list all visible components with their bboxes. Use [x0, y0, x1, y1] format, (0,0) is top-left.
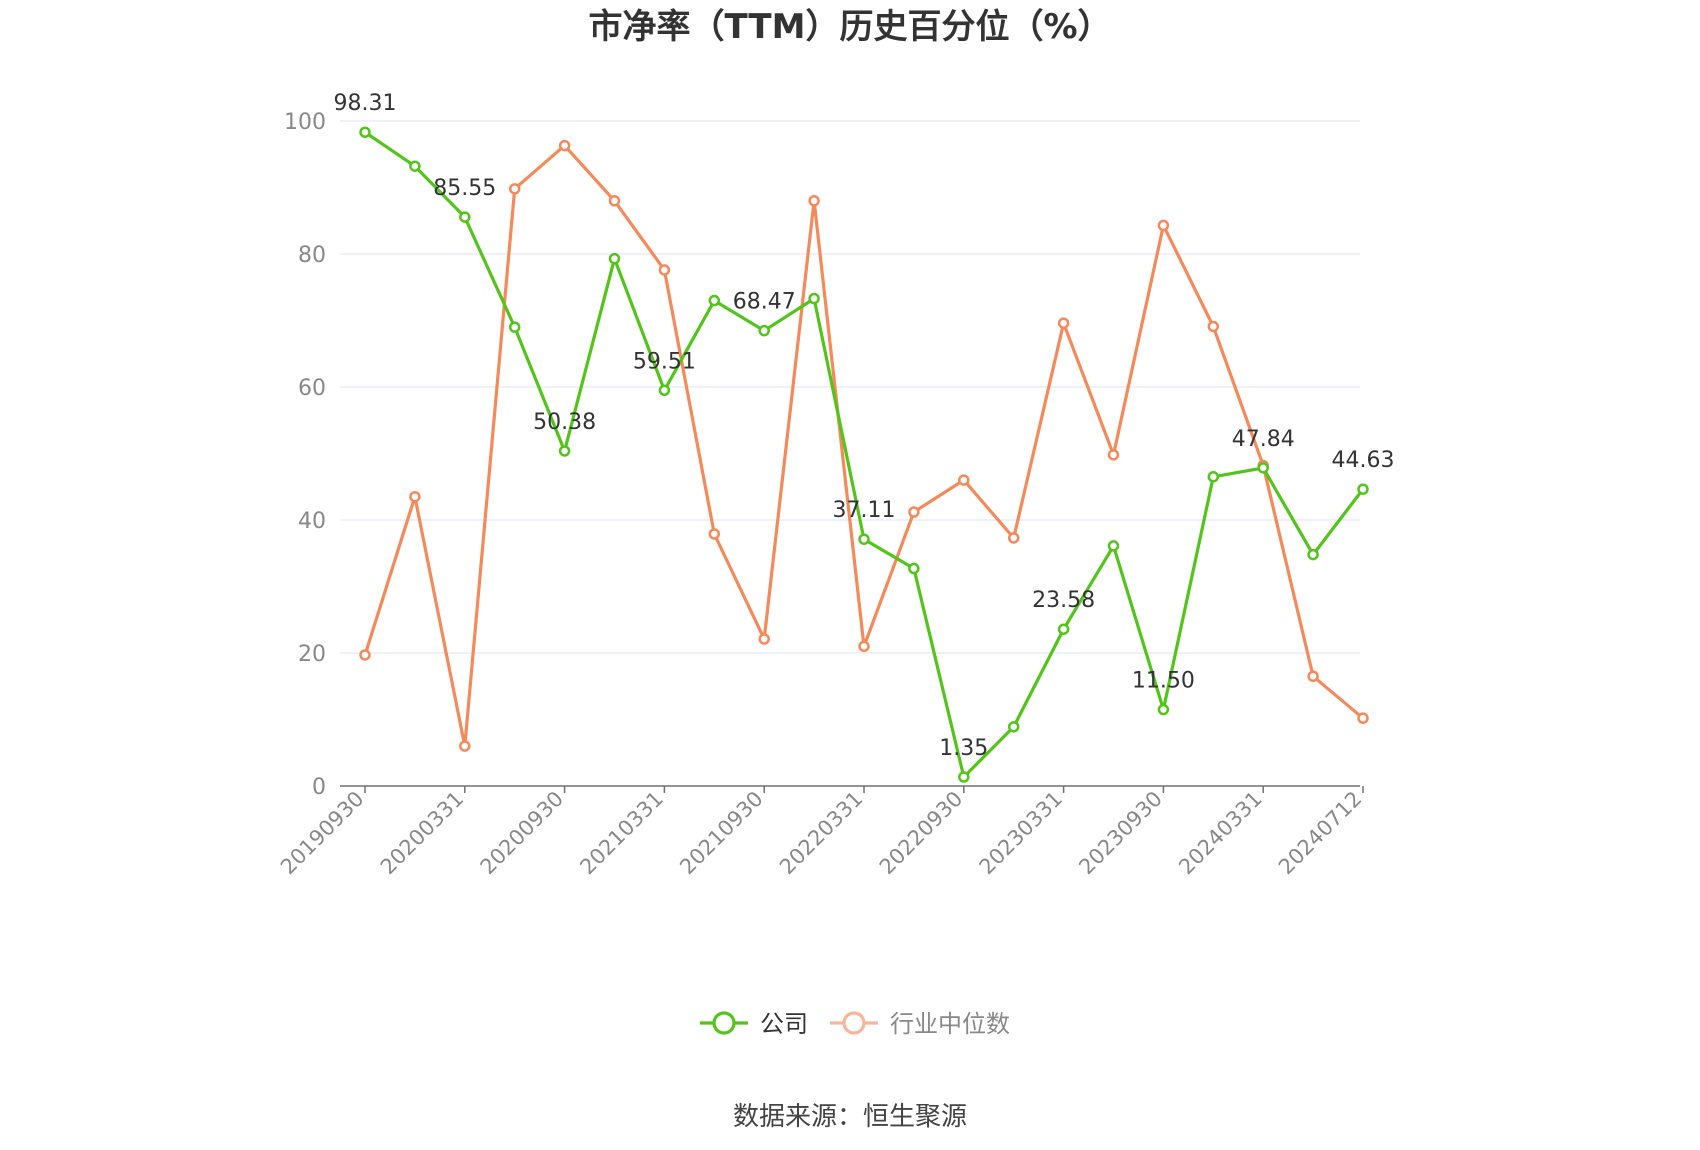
- data-point[interactable]: [508, 183, 521, 195]
- data-point[interactable]: [1107, 540, 1120, 552]
- data-point[interactable]: [1157, 219, 1170, 232]
- data-point[interactable]: [1357, 483, 1369, 495]
- y-tick-label: 0: [312, 775, 326, 800]
- y-tick-label: 100: [284, 110, 326, 135]
- data-point[interactable]: [958, 771, 970, 783]
- data-label: 1.35: [939, 736, 988, 761]
- data-point[interactable]: [409, 160, 421, 172]
- data-point[interactable]: [1157, 703, 1170, 716]
- data-label: 11.50: [1132, 669, 1195, 694]
- data-label: 37.11: [833, 498, 896, 523]
- series-line: [364, 130, 1365, 779]
- data-point[interactable]: [808, 195, 820, 207]
- data-point[interactable]: [1257, 462, 1269, 474]
- data-point[interactable]: [858, 640, 870, 653]
- x-tick-label: 20220331: [775, 787, 868, 880]
- data-point[interactable]: [1207, 320, 1220, 333]
- data-label: 68.47: [733, 290, 796, 315]
- data-label-layer: 98.31 85.55 50.38 59.51 68.47 37.11 1.35 23.58 1…: [334, 91, 1395, 761]
- data-label: 47.84: [1232, 427, 1295, 452]
- data-label: 50.38: [533, 410, 596, 435]
- data-point[interactable]: [958, 474, 970, 486]
- data-point[interactable]: [1007, 532, 1020, 544]
- data-point[interactable]: [1357, 712, 1369, 724]
- data-point[interactable]: [908, 562, 920, 575]
- data-point[interactable]: [558, 139, 571, 152]
- data-point[interactable]: [708, 528, 721, 540]
- data-point[interactable]: [1057, 623, 1070, 635]
- x-tick-label: 20200331: [376, 787, 469, 880]
- data-point[interactable]: [658, 264, 671, 276]
- x-tick-label: 20240712: [1274, 787, 1367, 880]
- data-label: 59.51: [633, 349, 696, 374]
- data-point[interactable]: [908, 506, 920, 518]
- data-label: 85.55: [433, 176, 496, 201]
- data-label: 44.63: [1332, 448, 1395, 473]
- series-layer: [359, 126, 1369, 783]
- data-label: 98.31: [334, 91, 397, 116]
- series-行业中位数: [359, 139, 1369, 752]
- legend-marker: [842, 1011, 866, 1035]
- legend-label: 行业中位数: [890, 1010, 1010, 1038]
- data-point[interactable]: [359, 649, 371, 661]
- legend-label: 公司: [760, 1010, 808, 1038]
- data-point[interactable]: [459, 211, 471, 223]
- legend-item[interactable]: 行业中位数: [830, 1010, 1010, 1038]
- y-tick-label: 60: [298, 376, 326, 401]
- x-tick-label: 20200930: [476, 787, 569, 880]
- data-point[interactable]: [758, 324, 770, 337]
- data-point[interactable]: [708, 294, 721, 307]
- legend-item[interactable]: 公司: [700, 1010, 808, 1038]
- x-tick-label: 20240331: [1174, 787, 1267, 880]
- data-point[interactable]: [808, 292, 820, 305]
- x-tick-label: 20230930: [1074, 787, 1167, 880]
- data-point[interactable]: [508, 321, 521, 333]
- data-point[interactable]: [858, 533, 870, 545]
- data-point[interactable]: [409, 490, 421, 503]
- legend-marker: [712, 1011, 736, 1035]
- chart-title: 市净率（TTM）历史百分位（%）: [588, 7, 1111, 47]
- x-tick-label: 20210930: [675, 787, 768, 880]
- data-point[interactable]: [1307, 548, 1319, 561]
- data-point[interactable]: [1007, 721, 1020, 733]
- data-point[interactable]: [1107, 449, 1120, 461]
- data-point[interactable]: [1057, 317, 1070, 329]
- data-point[interactable]: [1307, 670, 1319, 683]
- data-point[interactable]: [608, 252, 621, 265]
- data-label: 23.58: [1032, 588, 1095, 613]
- x-tick-label: 20220930: [875, 787, 968, 880]
- series-line: [363, 144, 1365, 748]
- data-point[interactable]: [459, 740, 471, 752]
- data-point[interactable]: [558, 445, 571, 457]
- data-point[interactable]: [658, 384, 671, 397]
- y-tick-label: 80: [298, 243, 326, 268]
- x-tick-label: 20230331: [975, 787, 1068, 880]
- source-note: 数据来源：恒生聚源: [733, 1102, 967, 1132]
- legend: 公司 行业中位数: [700, 1010, 1010, 1038]
- series-公司: [359, 126, 1369, 783]
- x-tick-label: 20210331: [575, 787, 668, 880]
- y-tick-label: 20: [298, 642, 326, 667]
- data-point[interactable]: [359, 126, 371, 138]
- y-tick-label: 40: [298, 509, 326, 534]
- data-point[interactable]: [1207, 471, 1220, 483]
- data-point[interactable]: [758, 633, 770, 645]
- x-tick-label: 20190930: [276, 787, 369, 880]
- data-point[interactable]: [608, 195, 621, 207]
